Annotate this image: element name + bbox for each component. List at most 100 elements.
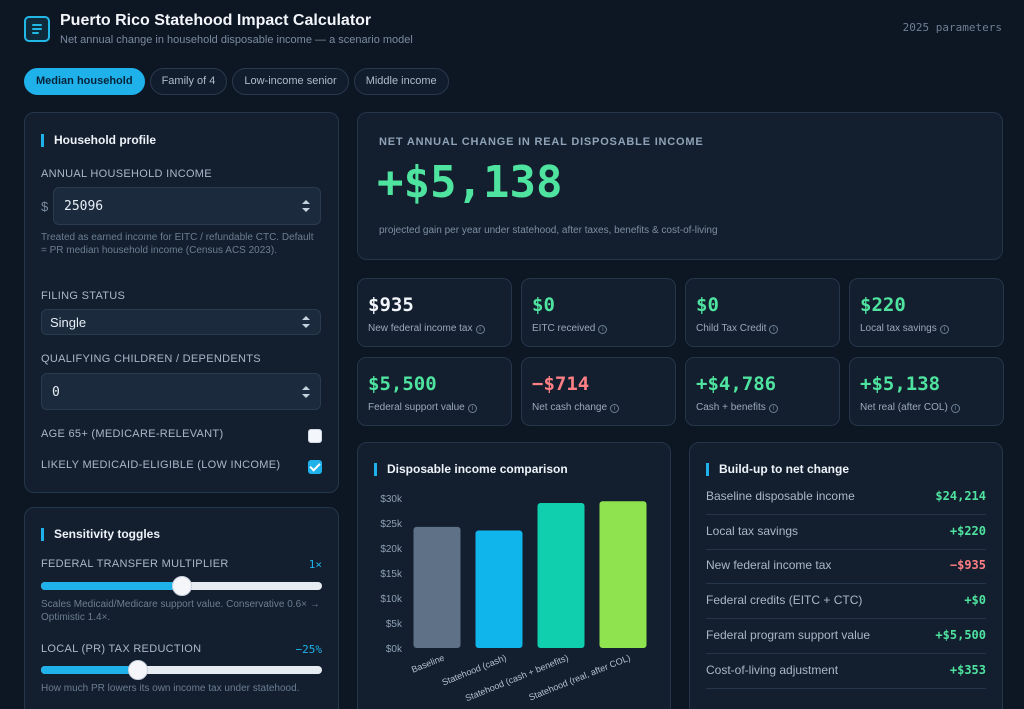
info-icon[interactable]: i (939, 325, 949, 334)
chart-bar[interactable] (537, 503, 585, 648)
tax-reduction-slider[interactable] (41, 660, 322, 680)
info-icon[interactable]: i (598, 325, 608, 334)
card-value: +$4,786 (696, 373, 777, 395)
household-profile-panel: Household profile ANNUAL HOUSEHOLD INCOM… (24, 112, 339, 493)
sensitivity-panel: Sensitivity toggles FEDERAL TRANSFER MUL… (24, 507, 339, 709)
app-header: Puerto Rico Statehood Impact Calculator … (24, 10, 1002, 50)
buildup-row-value: +$353 (949, 662, 986, 677)
card-label: Cash + benefits i (696, 402, 778, 413)
buildup-row-value: −$935 (949, 558, 986, 573)
tab-family-of-4[interactable]: Family of 4 (149, 68, 228, 95)
buildup-row-label: Baseline disposable income (706, 489, 855, 503)
buildup-row: Federal credits (EITC + CTC) +$0 (706, 585, 986, 620)
income-input[interactable]: 25096 (53, 187, 321, 225)
buildup-title: Build-up to net change (706, 463, 849, 476)
slider-thumb[interactable] (171, 576, 192, 596)
chart-panel: Disposable income comparison $0k $5k $10k $… (357, 442, 671, 709)
spinner-icon[interactable] (302, 200, 310, 212)
y-tick-label: $15k (380, 569, 403, 580)
card-label-text: New federal income tax (368, 323, 473, 334)
card-label-text: Net cash change (532, 402, 608, 413)
buildup-row-value: +$0 (964, 593, 986, 608)
eitc-card: $0 EITC received i (521, 278, 676, 347)
federal-support-card: $5,500 Federal support value i (357, 357, 512, 426)
y-tick-label: $5k (386, 619, 403, 630)
card-label: Child Tax Credit i (696, 323, 779, 334)
net-cash-change-card: −$714 Net cash change i (521, 357, 676, 426)
info-icon[interactable]: i (467, 404, 477, 413)
info-icon[interactable]: i (475, 325, 485, 334)
panel-title: Household profile (41, 134, 156, 147)
calculator-logo-icon (24, 16, 50, 42)
chart-bar[interactable] (475, 530, 523, 649)
y-tick-label: $30k (380, 494, 403, 505)
slider-fill (41, 582, 182, 590)
card-label-text: Net real (after COL) (860, 402, 948, 413)
card-value: $5,500 (368, 373, 437, 395)
info-icon[interactable]: i (610, 404, 620, 413)
filing-status-label: FILING STATUS (41, 290, 126, 302)
income-label: ANNUAL HOUSEHOLD INCOME (41, 168, 212, 180)
card-label-text: EITC received (532, 323, 596, 334)
card-label: EITC received i (532, 323, 608, 334)
card-value: +$5,138 (860, 373, 941, 395)
info-icon[interactable]: i (950, 404, 960, 413)
filing-status-select[interactable]: Single (41, 309, 321, 335)
net-real-card: +$5,138 Net real (after COL) i (849, 357, 1004, 426)
buildup-row-label: Local tax savings (706, 523, 799, 538)
children-input[interactable]: 0 (41, 373, 321, 410)
panel-title: Sensitivity toggles (41, 528, 160, 541)
buildup-row: New federal income tax −$935 (706, 550, 986, 585)
y-tick-label: $10k (380, 594, 403, 605)
filing-status-value: Single (50, 315, 87, 330)
x-tick-label: Baseline (410, 653, 446, 675)
hero-value: +$5,138 (377, 157, 563, 208)
x-tick-label: Statehood (real, after COL) (527, 653, 631, 703)
tax-reduction-hint: How much PR lowers its own income tax un… (41, 683, 300, 694)
card-label: Net cash change i (532, 402, 620, 413)
medicaid-label: LIKELY MEDICAID-ELIGIBLE (LOW INCOME) (41, 459, 281, 471)
cash-benefits-card: +$4,786 Cash + benefits i (685, 357, 840, 426)
buildup-panel: Build-up to net change Baseline disposab… (689, 442, 1003, 709)
spinner-icon[interactable] (302, 385, 310, 398)
chart-bar[interactable] (599, 501, 647, 648)
tab-middle-income[interactable]: Middle income (353, 68, 449, 95)
hero-subtitle: projected gain per year under statehood,… (379, 225, 718, 236)
card-value: $0 (696, 294, 719, 316)
chart-bar[interactable] (413, 526, 461, 648)
age-65-checkbox[interactable] (308, 429, 322, 443)
buildup-row: Local tax savings +$220 (706, 516, 986, 550)
net-change-hero: NET ANNUAL CHANGE IN REAL DISPOSABLE INC… (357, 112, 1003, 260)
buildup-row-label: Cost-of-living adjustment (706, 662, 839, 677)
buildup-row: Cost-of-living adjustment +$353 (706, 655, 986, 689)
children-value: 0 (52, 385, 60, 400)
chevron-updown-icon (302, 316, 310, 328)
tax-reduction-value: −25% (295, 643, 323, 656)
buildup-row-label: New federal income tax (706, 558, 832, 573)
currency-symbol: $ (41, 199, 49, 214)
medicaid-checkbox[interactable] (308, 460, 322, 474)
card-label-text: Child Tax Credit (696, 323, 767, 334)
buildup-row-label: Federal credits (EITC + CTC) (706, 593, 863, 608)
info-icon[interactable]: i (769, 325, 779, 334)
card-label-text: Federal support value (368, 402, 465, 413)
x-tick-label: Statehood (cash + benefits) (464, 653, 570, 704)
income-value: 25096 (64, 199, 104, 214)
slider-thumb[interactable] (127, 660, 148, 680)
buildup-row-value: +$220 (949, 523, 986, 538)
card-value: $0 (532, 294, 555, 316)
buildup-row-value: $24,214 (935, 489, 986, 503)
tab-low-income-senior[interactable]: Low-income senior (232, 68, 349, 95)
tab-median-household[interactable]: Median household (24, 68, 145, 95)
card-label: Local tax savings i (860, 323, 949, 334)
buildup-row-label: Federal program support value (706, 627, 871, 642)
y-tick-label: $20k (380, 544, 403, 555)
card-value: $220 (860, 294, 906, 316)
app-subtitle: Net annual change in household disposabl… (60, 34, 413, 46)
info-icon[interactable]: i (768, 404, 778, 413)
multiplier-slider[interactable] (41, 576, 322, 596)
buildup-row: Baseline disposable income $24,214 (706, 481, 986, 515)
scenario-tabs: Median household Family of 4 Low-income … (24, 68, 449, 95)
income-hint: Treated as earned income for EITC / refu… (41, 232, 314, 256)
slider-fill (41, 666, 138, 674)
